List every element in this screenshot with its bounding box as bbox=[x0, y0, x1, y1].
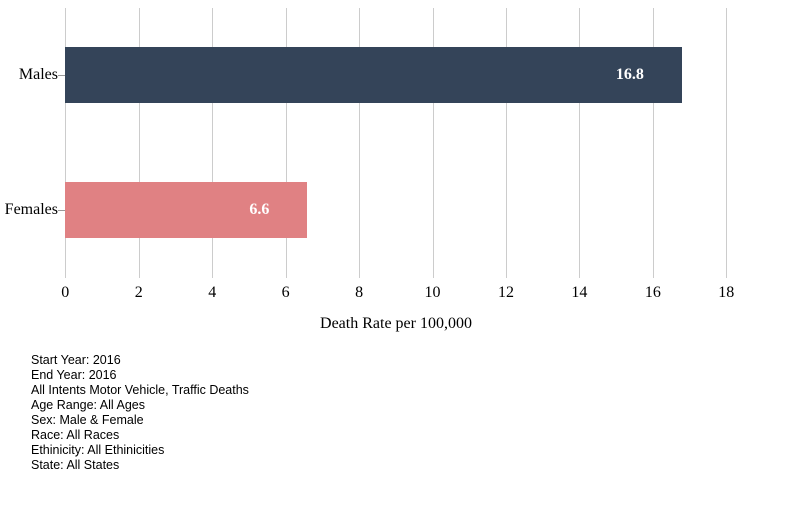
gridline bbox=[65, 8, 67, 278]
footnote-line: Ethinicity: All Ethinicities bbox=[31, 443, 165, 457]
bar-value-label: 6.6 bbox=[249, 201, 270, 218]
x-tick-label: 2 bbox=[134, 284, 143, 301]
x-tick-label: 4 bbox=[208, 284, 217, 301]
x-tick-label: 14 bbox=[571, 284, 588, 301]
footnote-line: End Year: 2016 bbox=[31, 368, 117, 382]
chart-footnotes: Start Year: 2016 End Year: 2016 All Intent… bbox=[31, 353, 249, 473]
footnote-line: Sex: Male & Female bbox=[31, 413, 144, 427]
footnote-line: Start Year: 2016 bbox=[31, 353, 121, 367]
category-tick bbox=[58, 210, 65, 211]
x-tick-label: 16 bbox=[644, 284, 661, 301]
x-tick-label: 18 bbox=[718, 284, 735, 301]
category-label-males: Males bbox=[18, 66, 58, 83]
x-tick-label: 6 bbox=[281, 284, 290, 301]
bar-value-label: 16.8 bbox=[615, 66, 644, 83]
gridline bbox=[432, 8, 434, 278]
x-axis-title: Death Rate per 100,000 bbox=[320, 315, 472, 332]
category-tick bbox=[58, 75, 65, 76]
bar-females: 6.6 bbox=[65, 182, 308, 238]
footnote-line: Age Range: All Ages bbox=[31, 398, 145, 412]
gridline bbox=[579, 8, 581, 278]
x-tick-label: 0 bbox=[61, 284, 70, 301]
footnote-line: All Intents Motor Vehicle, Traffic Death… bbox=[31, 383, 249, 397]
category-label-females: Females bbox=[4, 201, 58, 218]
footnote-line: Race: All Races bbox=[31, 428, 120, 442]
gridline bbox=[138, 8, 140, 278]
x-tick-label: 12 bbox=[498, 284, 514, 301]
bar-males: 16.8 bbox=[65, 47, 682, 103]
gridline bbox=[726, 8, 728, 278]
gridline bbox=[285, 8, 287, 278]
gridline bbox=[506, 8, 507, 278]
footnote-line: State: All States bbox=[31, 458, 120, 472]
x-tick-label: 10 bbox=[424, 284, 441, 301]
gridline bbox=[652, 8, 654, 278]
gridline bbox=[359, 8, 361, 278]
x-tick-label: 8 bbox=[355, 284, 364, 301]
gridline bbox=[212, 8, 214, 278]
